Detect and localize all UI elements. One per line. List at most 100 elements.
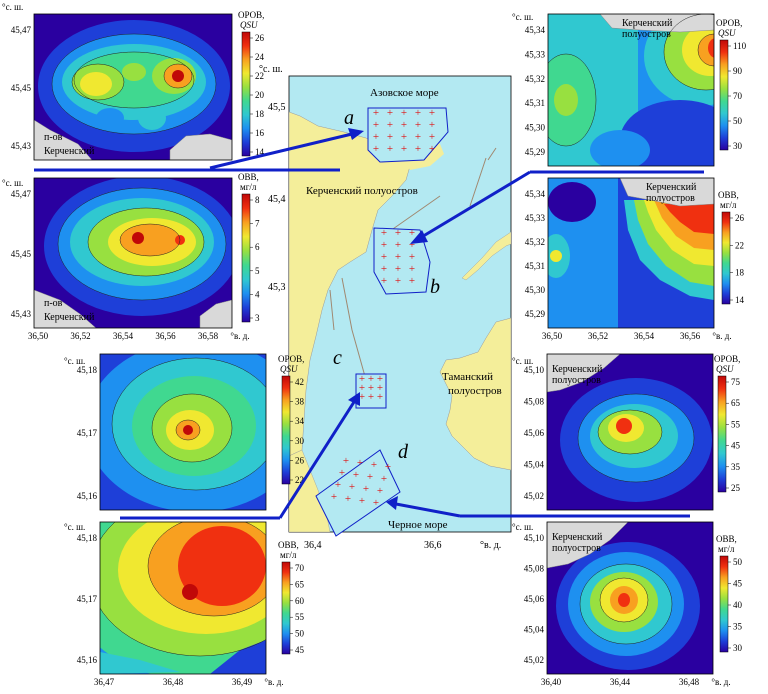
station-marker: + xyxy=(371,459,377,471)
station-marker: + xyxy=(349,481,355,493)
station-marker: + xyxy=(409,227,415,239)
lon-tick-label: 36,56 xyxy=(155,331,176,341)
station-marker: + xyxy=(373,143,379,155)
area-letter-a: a xyxy=(344,107,354,129)
colorbar-tick-label: 90 xyxy=(733,66,743,76)
colorbar-unit-a-ovv: мг/л xyxy=(240,182,257,192)
colorbar-tick-label: 34 xyxy=(295,416,305,426)
colorbar-tick-label: 4 xyxy=(255,289,260,299)
station-marker: + xyxy=(409,251,415,263)
arrow-to-area-a xyxy=(209,128,364,170)
colorbar-tick-label: 5 xyxy=(255,266,260,276)
lon-unit-d-ovv: °в. д. xyxy=(711,677,730,687)
station-marker: + xyxy=(387,119,393,131)
lat-tick-label: 45,34 xyxy=(525,25,546,35)
station-marker: + xyxy=(359,373,365,385)
station-marker: + xyxy=(335,479,341,491)
colorbar-tick-label: 26 xyxy=(735,213,745,223)
colorbar-d-orov xyxy=(717,375,727,493)
station-marker: + xyxy=(377,485,383,497)
sampling-stations: + + + + ++ + + + ++ + + + ++ + + + ++ + ++ + ++ + ++ + ++ + ++ + ++ +… xyxy=(331,107,435,509)
colorbar-tick-label: 30 xyxy=(733,643,743,653)
colorbar-tick-label: 45 xyxy=(733,579,743,589)
colorbar-title-d-orov: ОРОВ, xyxy=(714,354,740,364)
station-marker: + xyxy=(377,382,383,394)
lat-tick-label: 45,30 xyxy=(525,285,546,295)
station-marker: + xyxy=(429,107,435,119)
station-marker: + xyxy=(401,107,407,119)
lat-unit-a-orov: °с. ш. xyxy=(2,2,23,12)
lon-tick-label: 36,47 xyxy=(94,677,115,687)
colorbar-tick-label: 35 xyxy=(733,622,743,632)
map-lat-tick-1: 45,5 xyxy=(268,102,286,113)
lat-tick-label: 45,18 xyxy=(77,533,98,543)
colorbar-b-orov xyxy=(719,39,729,151)
colorbar-d-ovv xyxy=(719,555,729,653)
station-marker: + xyxy=(368,382,374,394)
kerch-peninsula-land xyxy=(289,111,411,457)
lon-tick-label: 36,50 xyxy=(542,331,563,341)
label-taman-line2: полуостров xyxy=(448,385,502,397)
kerch-strait-channel xyxy=(329,147,497,381)
lat-tick-label: 45,02 xyxy=(524,655,544,665)
lat-tick-label: 45,02 xyxy=(524,491,544,501)
colorbar-tick-label: 22 xyxy=(735,240,744,250)
lon-unit-a-ovv: °в. д. xyxy=(230,331,249,341)
label-azov-sea: Азовское море xyxy=(370,87,439,99)
area-a-outline xyxy=(367,107,449,163)
lat-tick-label: 45,04 xyxy=(524,625,545,635)
lat-unit-c-orov: °с. ш. xyxy=(64,356,85,366)
colorbar-unit-b-orov: QSU xyxy=(718,28,736,38)
colorbar-unit-b-ovv: мг/л xyxy=(720,200,737,210)
tuzla-spit xyxy=(461,231,511,281)
land-label: Керченский xyxy=(552,364,603,375)
colorbar-tick-label: 70 xyxy=(733,91,743,101)
station-marker: + xyxy=(395,239,401,251)
lon-tick-label: 36,48 xyxy=(679,677,700,687)
arrow-to-area-d xyxy=(386,496,461,518)
map-lat-tick-3: 45,3 xyxy=(268,282,286,293)
colorbar-tick-label: 75 xyxy=(731,377,741,387)
lat-tick-label: 45,45 xyxy=(11,249,32,259)
lat-tick-label: 45,29 xyxy=(525,309,546,319)
station-marker: + xyxy=(387,143,393,155)
station-marker: + xyxy=(345,493,351,505)
taman-peninsula-land xyxy=(439,317,511,471)
station-marker: + xyxy=(415,107,421,119)
colorbar-tick-label: 14 xyxy=(255,147,265,157)
station-marker: + xyxy=(381,251,387,263)
colorbar-tick-label: 26 xyxy=(255,33,265,43)
area-b-outline xyxy=(373,227,431,295)
lon-tick-label: 36,40 xyxy=(541,677,562,687)
station-marker: + xyxy=(429,143,435,155)
station-marker: + xyxy=(401,131,407,143)
lat-tick-label: 45,33 xyxy=(525,213,546,223)
colorbar-tick-label: 30 xyxy=(733,141,743,151)
station-marker: + xyxy=(359,382,365,394)
lon-tick-label: 36,52 xyxy=(70,331,90,341)
land-label: п-ов xyxy=(44,132,63,143)
land-label: полуостров xyxy=(552,375,601,386)
station-marker: + xyxy=(368,373,374,385)
colorbar-tick-label: 18 xyxy=(735,268,745,278)
station-marker: + xyxy=(377,373,383,385)
colorbar-tick-label: 30 xyxy=(295,436,305,446)
lon-unit-b-ovv: °в. д. xyxy=(712,331,731,341)
station-marker: + xyxy=(373,131,379,143)
lat-tick-label: 45,34 xyxy=(525,189,546,199)
arrow-to-area-b xyxy=(410,170,531,244)
label-black-sea: Черное море xyxy=(388,519,448,531)
colorbar-c-orov xyxy=(281,375,291,485)
colorbar-a-orov xyxy=(241,31,251,157)
station-marker: + xyxy=(415,119,421,131)
lat-tick-label: 45,45 xyxy=(11,83,32,93)
lat-tick-label: 45,10 xyxy=(524,533,545,543)
colorbar-tick-label: 110 xyxy=(733,41,747,51)
colorbar-unit-c-ovv: мг/л xyxy=(280,550,297,560)
station-marker: + xyxy=(395,275,401,287)
colorbar-tick-label: 22 xyxy=(295,475,304,485)
colorbar-c-ovv xyxy=(281,561,291,655)
lat-unit-d-ovv: °с. ш. xyxy=(512,522,533,532)
colorbar-tick-label: 16 xyxy=(255,128,265,138)
station-marker: + xyxy=(429,119,435,131)
